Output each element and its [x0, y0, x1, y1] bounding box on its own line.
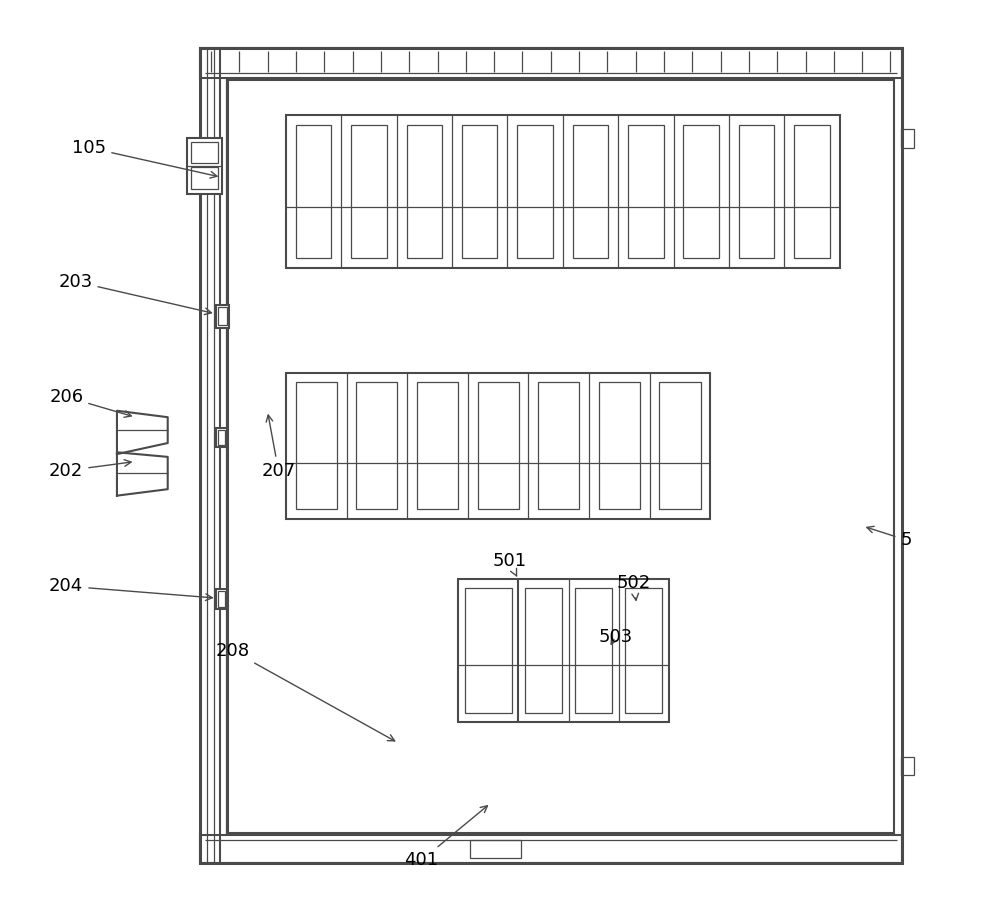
- Bar: [191, 167, 218, 189]
- Bar: [517, 125, 553, 258]
- Bar: [794, 125, 830, 258]
- Bar: [356, 382, 397, 509]
- Bar: [216, 428, 227, 447]
- Text: 503: 503: [598, 628, 633, 646]
- Bar: [351, 125, 387, 258]
- Polygon shape: [117, 452, 168, 496]
- Text: 203: 203: [58, 272, 211, 315]
- Bar: [462, 125, 497, 258]
- Bar: [538, 382, 579, 509]
- Bar: [575, 588, 612, 713]
- Bar: [218, 307, 227, 325]
- Bar: [901, 757, 914, 775]
- Bar: [478, 382, 519, 509]
- Text: 207: 207: [261, 415, 296, 480]
- Bar: [573, 125, 608, 258]
- Bar: [659, 382, 701, 509]
- Bar: [228, 80, 894, 833]
- Bar: [470, 840, 521, 858]
- Bar: [296, 125, 331, 258]
- Bar: [286, 115, 840, 268]
- Bar: [417, 382, 458, 509]
- Bar: [739, 125, 774, 258]
- Bar: [465, 588, 512, 713]
- Text: 105: 105: [72, 138, 217, 178]
- Bar: [683, 125, 719, 258]
- Text: 206: 206: [49, 388, 131, 417]
- Bar: [187, 138, 222, 194]
- Bar: [200, 48, 902, 78]
- Bar: [628, 125, 664, 258]
- Bar: [407, 125, 442, 258]
- Bar: [286, 373, 710, 519]
- Bar: [200, 48, 902, 863]
- Bar: [218, 430, 225, 445]
- Text: 501: 501: [492, 552, 526, 576]
- Bar: [191, 142, 218, 163]
- Bar: [296, 382, 337, 509]
- Text: 5: 5: [867, 526, 912, 549]
- Text: 204: 204: [49, 577, 212, 601]
- Bar: [200, 835, 902, 863]
- Bar: [901, 129, 914, 148]
- Bar: [599, 382, 640, 509]
- Text: 502: 502: [617, 574, 651, 600]
- Text: 202: 202: [49, 460, 131, 480]
- Bar: [216, 305, 229, 328]
- Bar: [458, 579, 669, 722]
- Bar: [218, 591, 225, 607]
- Text: 401: 401: [404, 806, 487, 869]
- Bar: [216, 589, 227, 609]
- Bar: [525, 588, 562, 713]
- Polygon shape: [117, 411, 168, 454]
- Text: 208: 208: [215, 641, 395, 741]
- Bar: [625, 588, 662, 713]
